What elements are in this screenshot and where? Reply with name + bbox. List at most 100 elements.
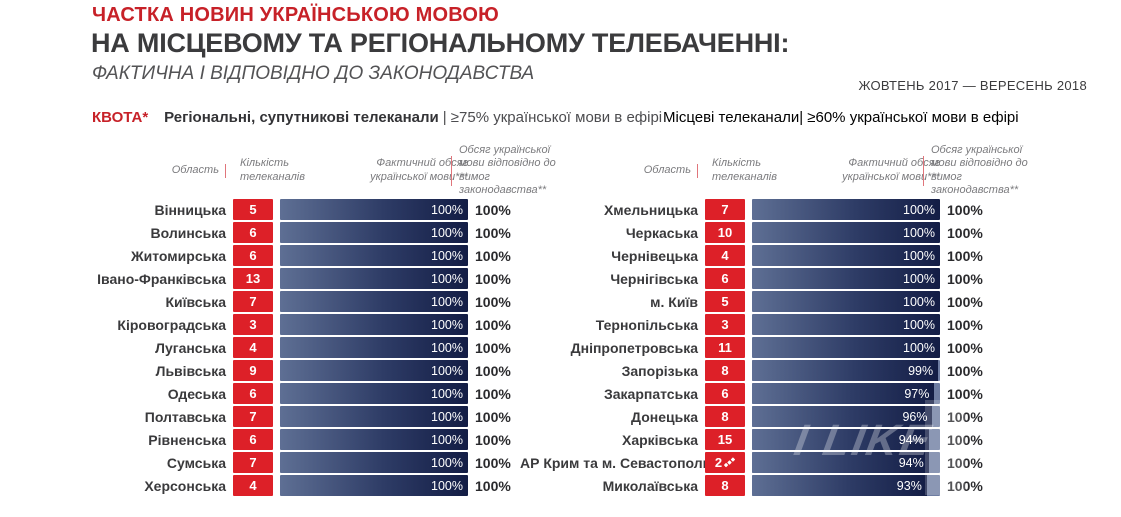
channel-count: 6 bbox=[721, 386, 729, 401]
column-header-actual: Фактичний обсяг української мови*** bbox=[370, 157, 468, 183]
actual-share-bar-fill: 100% bbox=[280, 475, 468, 496]
local-quota-rule: | ≥60% української мови в ефірі bbox=[799, 109, 1019, 126]
channel-count-badge: 7 bbox=[233, 452, 273, 473]
channel-count: 7 bbox=[721, 202, 729, 217]
law-share-value: 100% bbox=[475, 316, 511, 333]
column-header-region: Область bbox=[92, 142, 226, 199]
table-row: Дніпропетровська 11 100% 100% bbox=[520, 337, 995, 358]
actual-share-bar-track: 100% bbox=[280, 406, 468, 427]
table-row: м. Київ 5 100% 100% bbox=[520, 291, 995, 312]
actual-share-value: 100% bbox=[431, 455, 463, 470]
channel-count-badge: 10 bbox=[705, 222, 745, 243]
channel-count: 6 bbox=[249, 386, 257, 401]
actual-share-value: 94% bbox=[898, 432, 924, 447]
actual-share-bar-track: 100% bbox=[280, 314, 468, 335]
channel-count: 6 bbox=[249, 225, 257, 240]
satellite-icon bbox=[724, 457, 736, 468]
region-label: Черкаська bbox=[625, 224, 698, 241]
channel-count: 7 bbox=[249, 455, 257, 470]
law-share-value: 100% bbox=[475, 385, 511, 402]
channel-count: 3 bbox=[721, 317, 729, 332]
law-share-value: 100% bbox=[475, 477, 511, 494]
actual-share-bar-fill: 94% bbox=[752, 429, 929, 450]
channel-count-badge: 2 bbox=[705, 452, 745, 473]
actual-share-bar-track: 100% bbox=[280, 475, 468, 496]
law-share-value: 100% bbox=[947, 201, 983, 218]
actual-share-bar-fill: 100% bbox=[752, 245, 940, 266]
actual-share-bar-fill: 100% bbox=[752, 222, 940, 243]
law-share-value: 100% bbox=[475, 362, 511, 379]
actual-share-bar-fill: 97% bbox=[752, 383, 935, 404]
channel-count-badge: 6 bbox=[705, 268, 745, 289]
channel-count-badge: 6 bbox=[705, 383, 745, 404]
law-share-value: 100% bbox=[947, 477, 983, 494]
channel-count-badge: 9 bbox=[233, 360, 273, 381]
actual-share-value: 100% bbox=[431, 340, 463, 355]
law-share-value: 100% bbox=[475, 201, 511, 218]
law-share-value: 100% bbox=[475, 247, 511, 264]
table-row: Чернівецька 4 100% 100% bbox=[520, 245, 995, 266]
region-label: Сумська bbox=[166, 454, 226, 471]
law-share-value: 100% bbox=[947, 270, 983, 287]
actual-share-bar-fill: 100% bbox=[280, 383, 468, 404]
actual-share-value: 100% bbox=[431, 225, 463, 240]
actual-share-bar-track: 100% bbox=[752, 222, 940, 243]
actual-share-bar-fill: 100% bbox=[280, 337, 468, 358]
actual-share-bar-track: 100% bbox=[752, 314, 940, 335]
region-label: Київська bbox=[165, 293, 226, 310]
region-label: АР Крим та м. Севастополь bbox=[520, 454, 712, 471]
actual-share-value: 93% bbox=[896, 478, 922, 493]
column-header-actual: Фактичний обсяг української мови*** bbox=[842, 157, 940, 183]
channel-count: 5 bbox=[721, 294, 729, 309]
regional-table-rows: Вінницька 5 100% 100% Волинська 6 100% 100% Жито… bbox=[92, 199, 523, 496]
regional-quota-rule: | ≥75% української мови в ефірі bbox=[442, 109, 663, 126]
actual-share-bar-track: 100% bbox=[752, 199, 940, 220]
actual-share-bar-track: 94% bbox=[752, 452, 940, 473]
channel-count-badge: 7 bbox=[233, 406, 273, 427]
region-label: Одеська bbox=[167, 385, 226, 402]
actual-share-value: 100% bbox=[431, 248, 463, 263]
region-label: Запорізька bbox=[621, 362, 698, 379]
table-row: Луганська 4 100% 100% bbox=[92, 337, 523, 358]
quota-line-local: Місцеві телеканали| ≥60% української мов… bbox=[663, 109, 1019, 126]
actual-share-value: 94% bbox=[898, 455, 924, 470]
actual-share-bar-track: 100% bbox=[752, 291, 940, 312]
actual-share-bar-fill: 100% bbox=[752, 314, 940, 335]
region-label: Закарпатська bbox=[603, 385, 698, 402]
region-label: Тернопільська bbox=[595, 316, 698, 333]
actual-share-value: 100% bbox=[431, 271, 463, 286]
law-share-value: 100% bbox=[475, 431, 511, 448]
channel-count: 9 bbox=[249, 363, 257, 378]
actual-share-bar-fill: 93% bbox=[752, 475, 927, 496]
table-row: Київська 7 100% 100% bbox=[92, 291, 523, 312]
region-label: Полтавська bbox=[144, 408, 226, 425]
actual-share-value: 100% bbox=[903, 225, 935, 240]
actual-share-bar-fill: 100% bbox=[280, 360, 468, 381]
channel-count-badge: 4 bbox=[233, 475, 273, 496]
actual-share-value: 100% bbox=[903, 271, 935, 286]
table-row: Харківська 15 94% 100% bbox=[520, 429, 995, 450]
region-label: Миколаївська bbox=[602, 477, 698, 494]
channel-count: 7 bbox=[249, 409, 257, 424]
channel-count-badge: 3 bbox=[233, 314, 273, 335]
channel-count: 8 bbox=[721, 363, 729, 378]
actual-share-bar-track: 94% bbox=[752, 429, 940, 450]
region-label: Житомирська bbox=[131, 247, 226, 264]
law-share-value: 100% bbox=[475, 454, 511, 471]
table-row: Полтавська 7 100% 100% bbox=[92, 406, 523, 427]
channel-count-badge: 7 bbox=[705, 199, 745, 220]
actual-share-value: 100% bbox=[903, 340, 935, 355]
actual-share-bar-track: 100% bbox=[280, 452, 468, 473]
law-share-value: 100% bbox=[947, 293, 983, 310]
region-label: Кіровоградська bbox=[117, 316, 226, 333]
channel-count-badge: 13 bbox=[233, 268, 273, 289]
channel-count: 8 bbox=[721, 409, 729, 424]
local-table-rows: Хмельницька 7 100% 100% Черкаська 10 100% 100% Ч… bbox=[520, 199, 995, 496]
channel-count: 4 bbox=[249, 478, 257, 493]
table-row: Одеська 6 100% 100% bbox=[92, 383, 523, 404]
actual-share-value: 100% bbox=[431, 409, 463, 424]
channel-count-badge: 6 bbox=[233, 429, 273, 450]
local-table: Область Кількість телеканалів Фактичний … bbox=[520, 142, 1028, 498]
actual-share-bar-fill: 96% bbox=[752, 406, 933, 427]
table-row: Львівська 9 100% 100% bbox=[92, 360, 523, 381]
